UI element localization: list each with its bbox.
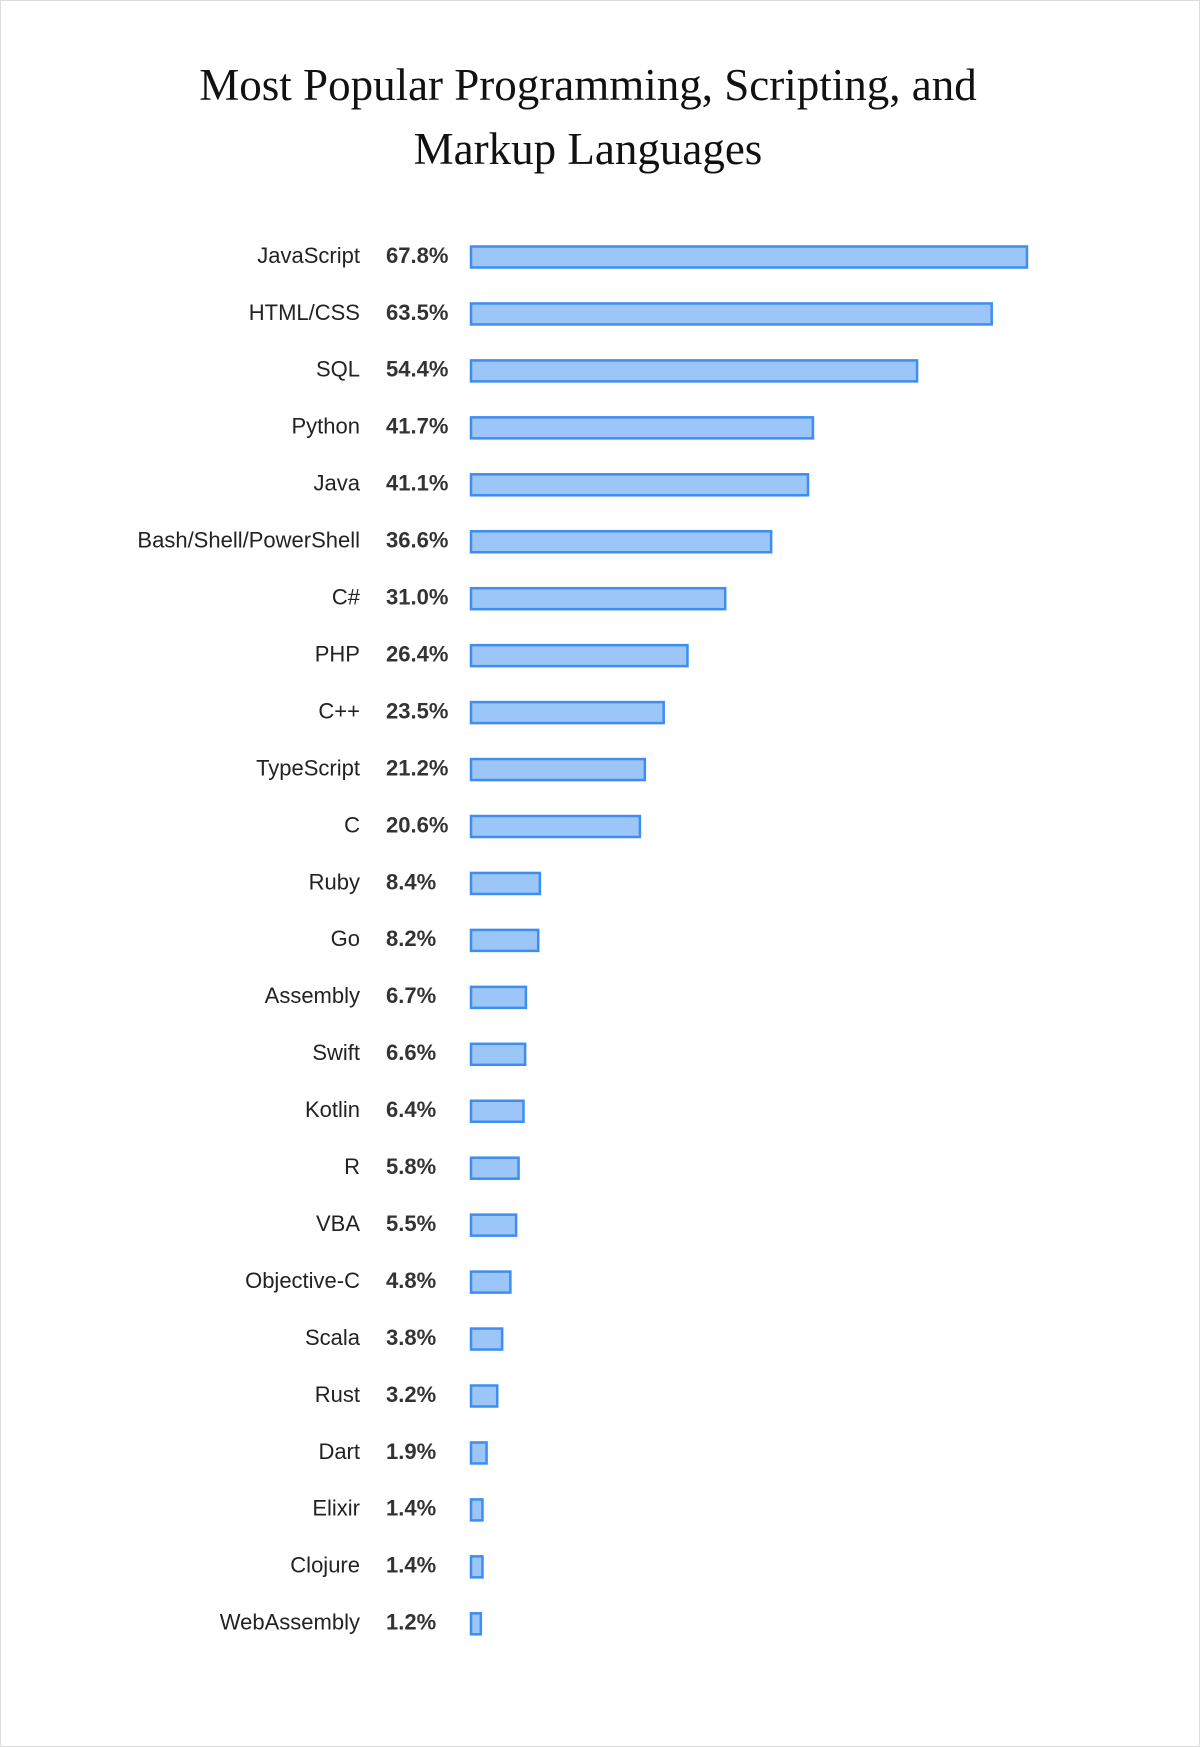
bar [469, 302, 993, 326]
value-label: 3.8% [386, 1325, 436, 1350]
value-label: 54.4% [386, 357, 448, 382]
value-label: 67.8% [386, 243, 448, 268]
value-label: 1.2% [386, 1610, 436, 1635]
category-label: Ruby [309, 869, 360, 894]
value-label: 36.6% [386, 528, 448, 553]
value-label: 20.6% [386, 812, 448, 837]
value-label: 41.7% [386, 414, 448, 439]
category-label: Dart [318, 1439, 360, 1464]
category-label: WebAssembly [220, 1610, 360, 1635]
bar [469, 586, 727, 611]
value-label: 8.4% [386, 869, 436, 894]
bar [469, 814, 642, 839]
value-label: 4.8% [386, 1268, 436, 1293]
category-label: Java [314, 471, 361, 496]
bar [469, 1327, 504, 1351]
bar [469, 1270, 512, 1294]
bar [469, 985, 528, 1010]
category-label: Elixir [312, 1496, 360, 1521]
category-label: VBA [316, 1211, 360, 1236]
bar [469, 1555, 484, 1579]
category-label: R [344, 1154, 360, 1179]
category-label: HTML/CSS [249, 300, 360, 325]
value-label: 23.5% [386, 698, 448, 723]
chart-title: Most Popular Programming, Scripting, and… [199, 60, 977, 174]
value-label: 21.2% [386, 755, 448, 780]
value-label: 5.8% [386, 1154, 436, 1179]
value-label: 6.4% [386, 1097, 436, 1122]
value-label: 41.1% [386, 471, 448, 496]
category-label: Rust [315, 1382, 360, 1407]
value-label: 26.4% [386, 641, 448, 666]
value-label: 1.4% [386, 1553, 436, 1578]
bar [469, 473, 810, 497]
bar [469, 1156, 520, 1180]
bar [469, 928, 540, 953]
bar [469, 1498, 484, 1522]
bar [469, 1441, 488, 1465]
bar [469, 245, 1029, 269]
category-label: Kotlin [305, 1097, 360, 1122]
bar [469, 871, 542, 896]
bar [469, 359, 919, 383]
bar [469, 757, 647, 782]
value-label: 63.5% [386, 300, 448, 325]
category-label: Assembly [265, 983, 360, 1008]
category-label: C# [332, 585, 361, 610]
category-label: TypeScript [256, 755, 360, 780]
value-label: 1.9% [386, 1439, 436, 1464]
bar [469, 1213, 518, 1237]
value-label: 5.5% [386, 1211, 436, 1236]
category-label: Clojure [290, 1553, 360, 1578]
value-label: 6.6% [386, 1040, 436, 1065]
category-label: PHP [315, 641, 360, 666]
category-label: Go [331, 926, 360, 951]
category-label: Python [292, 414, 361, 439]
category-label: SQL [316, 357, 360, 382]
category-label: JavaScript [257, 243, 360, 268]
bar [469, 1612, 483, 1636]
bar [469, 530, 773, 554]
value-label: 1.4% [386, 1496, 436, 1521]
bar [469, 1042, 527, 1067]
category-label: C++ [318, 698, 360, 723]
value-label: 6.7% [386, 983, 436, 1008]
bar [469, 1384, 499, 1408]
bar [469, 1099, 525, 1123]
category-label: Objective-C [245, 1268, 360, 1293]
value-label: 3.2% [386, 1382, 436, 1407]
category-label: Bash/Shell/PowerShell [137, 528, 360, 553]
category-label: Scala [305, 1325, 361, 1350]
bar [469, 416, 815, 440]
bar [469, 643, 689, 668]
value-label: 8.2% [386, 926, 436, 951]
value-label: 31.0% [386, 585, 448, 610]
category-label: Swift [312, 1040, 360, 1065]
bar [469, 700, 665, 725]
category-label: C [344, 812, 360, 837]
